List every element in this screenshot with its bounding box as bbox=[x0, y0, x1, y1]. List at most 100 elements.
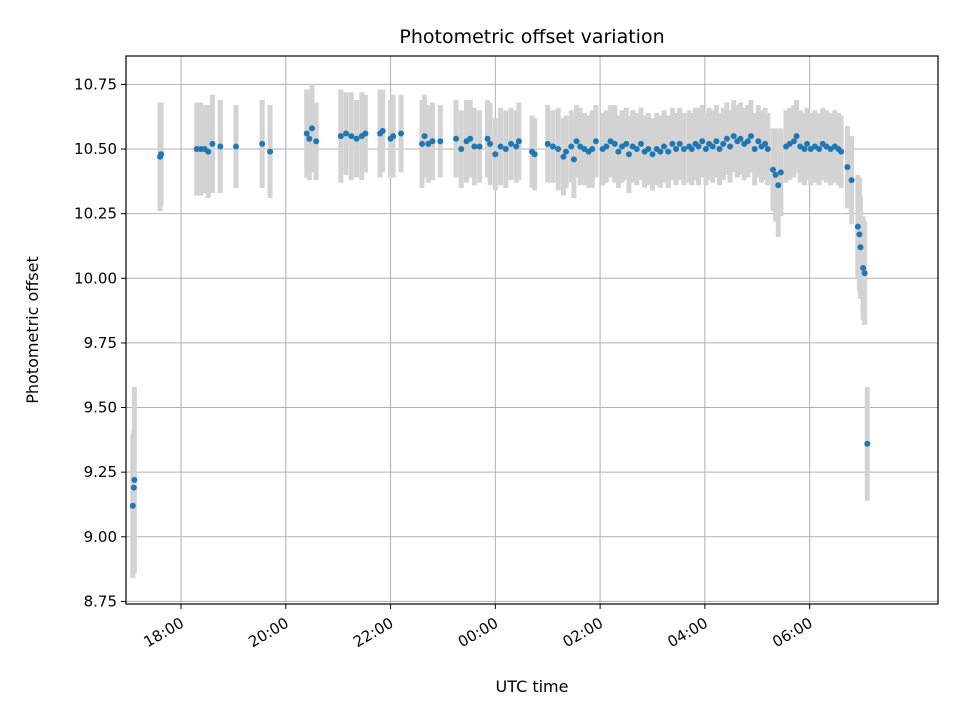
data-point bbox=[716, 146, 723, 153]
y-tick-label: 9.75 bbox=[84, 334, 117, 352]
data-point bbox=[398, 130, 405, 137]
y-axis-ticks: 8.75 9.00 9.25 9.50 9.75 10.00 10.25 10.50 10.75 bbox=[74, 75, 126, 610]
data-point bbox=[589, 146, 596, 153]
data-point bbox=[720, 140, 727, 147]
data-point bbox=[727, 143, 734, 150]
data-point bbox=[487, 140, 494, 147]
data-point bbox=[379, 127, 386, 134]
data-point bbox=[563, 148, 570, 155]
data-point bbox=[751, 146, 758, 153]
data-point bbox=[637, 140, 644, 147]
data-point bbox=[217, 143, 224, 150]
data-point bbox=[130, 484, 137, 491]
data-point bbox=[649, 151, 656, 158]
data-point bbox=[669, 140, 676, 147]
data-point bbox=[193, 146, 200, 153]
data-point bbox=[848, 177, 855, 184]
y-tick-label: 10.00 bbox=[74, 269, 117, 287]
data-point bbox=[864, 440, 871, 447]
data-point bbox=[633, 146, 640, 153]
data-point bbox=[515, 138, 522, 145]
data-point bbox=[421, 133, 428, 140]
data-point bbox=[676, 140, 683, 147]
data-point bbox=[723, 135, 730, 142]
data-point bbox=[645, 146, 652, 153]
data-point bbox=[816, 146, 823, 153]
data-point bbox=[337, 133, 344, 140]
data-point bbox=[306, 135, 313, 142]
data-point bbox=[513, 143, 520, 150]
data-point bbox=[838, 148, 845, 155]
data-point bbox=[775, 182, 782, 189]
data-point bbox=[343, 130, 350, 137]
y-tick-label: 10.25 bbox=[74, 205, 117, 223]
data-point bbox=[744, 138, 751, 145]
data-point bbox=[657, 148, 664, 155]
data-point bbox=[549, 143, 556, 150]
x-axis-title: UTC time bbox=[496, 677, 569, 696]
data-point bbox=[804, 140, 811, 147]
data-point bbox=[259, 140, 266, 147]
data-point bbox=[353, 135, 360, 142]
data-point bbox=[661, 143, 668, 150]
data-point bbox=[313, 138, 320, 145]
data-point bbox=[702, 146, 709, 153]
data-point bbox=[429, 138, 436, 145]
data-point bbox=[497, 143, 504, 150]
y-tick-label: 10.75 bbox=[74, 75, 117, 93]
data-point bbox=[453, 135, 460, 142]
data-point bbox=[615, 148, 622, 155]
data-point bbox=[233, 143, 240, 150]
data-point bbox=[158, 151, 165, 158]
data-point bbox=[790, 138, 797, 145]
data-point bbox=[777, 169, 784, 176]
data-point bbox=[308, 125, 315, 132]
data-point bbox=[555, 146, 562, 153]
y-tick-label: 10.50 bbox=[74, 140, 117, 158]
y-tick-label: 9.50 bbox=[84, 399, 117, 417]
data-point bbox=[680, 146, 687, 153]
data-point bbox=[467, 135, 474, 142]
data-point bbox=[857, 244, 864, 251]
data-point bbox=[673, 146, 680, 153]
data-point bbox=[348, 133, 355, 140]
data-point bbox=[801, 146, 808, 153]
y-axis-title: Photometric offset bbox=[23, 256, 42, 404]
data-point bbox=[861, 270, 868, 277]
data-point bbox=[709, 143, 716, 150]
data-point bbox=[484, 135, 491, 142]
data-point bbox=[570, 156, 577, 163]
data-point bbox=[508, 140, 515, 147]
data-point bbox=[502, 146, 509, 153]
data-point bbox=[560, 153, 567, 160]
data-point bbox=[625, 151, 632, 158]
data-point bbox=[205, 148, 212, 155]
data-point bbox=[665, 148, 672, 155]
data-point bbox=[471, 143, 478, 150]
data-point bbox=[856, 231, 863, 238]
data-point bbox=[688, 146, 695, 153]
data-point bbox=[730, 133, 737, 140]
data-points bbox=[129, 125, 871, 509]
data-point bbox=[747, 133, 754, 140]
data-point bbox=[772, 171, 779, 178]
data-point bbox=[492, 151, 499, 158]
data-point bbox=[390, 133, 397, 140]
data-point bbox=[603, 143, 610, 150]
data-point bbox=[476, 143, 483, 150]
data-point bbox=[860, 264, 867, 271]
data-point bbox=[755, 138, 762, 145]
data-point bbox=[418, 140, 425, 147]
data-point bbox=[592, 138, 599, 145]
data-point bbox=[362, 130, 369, 137]
data-point bbox=[695, 143, 702, 150]
data-point bbox=[568, 143, 575, 150]
y-tick-label: 9.00 bbox=[84, 528, 117, 546]
y-tick-label: 8.75 bbox=[84, 592, 117, 610]
data-point bbox=[699, 138, 706, 145]
data-point bbox=[267, 148, 274, 155]
data-point bbox=[209, 140, 216, 147]
data-point bbox=[303, 130, 310, 137]
